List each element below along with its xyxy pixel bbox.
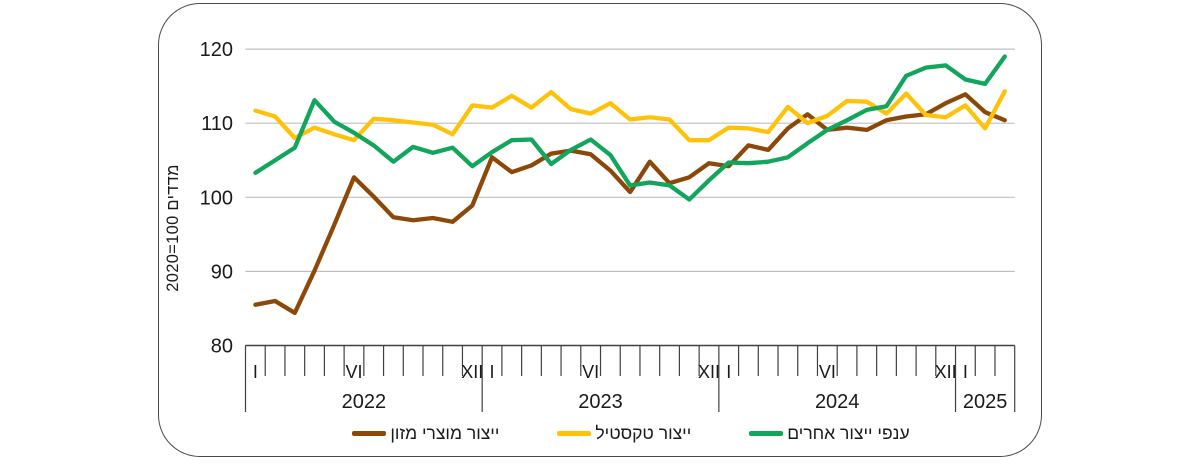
month-label-2024-XII: XII: [935, 362, 957, 382]
y-tick-label-100: 100: [200, 187, 233, 209]
legend-item-0: ייצור מוצרי מזון: [352, 423, 499, 444]
year-label-2024: 2024: [815, 391, 860, 413]
legend-item-1: ייצור טקסטיל: [557, 423, 691, 444]
y-tick-label-90: 90: [211, 261, 233, 283]
legend-item-2: ענפי ייצור אחרים: [749, 423, 910, 444]
y-tick-label-120: 120: [200, 39, 233, 61]
series-line-0: [253, 92, 1007, 316]
legend-label-2: ענפי ייצור אחרים: [787, 423, 910, 443]
y-axis-title: 2020=100 מדדים: [164, 164, 182, 292]
year-label-2022: 2022: [342, 391, 387, 413]
legend-line-swatch-2: [749, 431, 784, 436]
month-label-2024-VI: VI: [819, 362, 836, 382]
legend-line-swatch-0: [352, 431, 387, 436]
month-label-2023-VI: VI: [582, 362, 599, 382]
legend-label-0: ייצור מוצרי מזון: [390, 423, 500, 443]
chart-legend: ייצור מוצרי מזון ייצור טקסטיל ענפי ייצור א…: [188, 423, 1044, 444]
month-label-2024-I: I: [726, 362, 731, 382]
month-label-2022-VI: VI: [345, 362, 362, 382]
year-label-2025: 2025: [963, 391, 1008, 413]
series-line-2: [253, 54, 1007, 202]
month-label-2022-XII: XII: [461, 362, 483, 382]
chart-panel: [158, 3, 1042, 457]
year-label-2023: 2023: [578, 391, 623, 413]
y-tick-label-80: 80: [211, 336, 233, 358]
series-line-1: [253, 89, 1007, 143]
legend-line-swatch-1: [557, 431, 592, 436]
month-label-2023-I: I: [490, 362, 495, 382]
month-label-2023-XII: XII: [698, 362, 720, 382]
y-tick-label-110: 110: [201, 113, 233, 135]
month-label-2025-I: I: [963, 362, 968, 382]
legend-label-1: ייצור טקסטיל: [595, 423, 692, 443]
month-label-2022-I: I: [253, 362, 258, 382]
